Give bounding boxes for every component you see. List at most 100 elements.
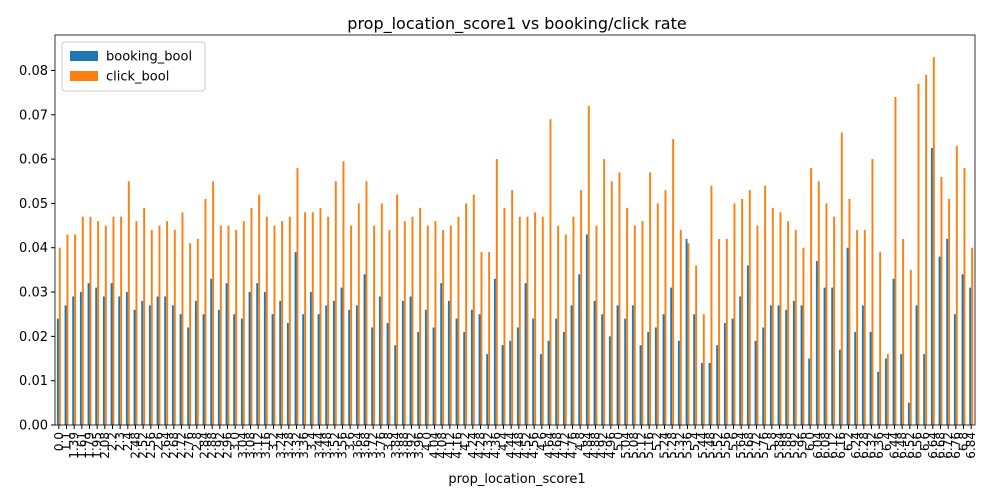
bar	[143, 207, 146, 425]
bar	[741, 198, 744, 425]
x-tick-label: 4.96	[604, 432, 618, 459]
bar	[58, 247, 61, 425]
bar	[595, 225, 598, 425]
x-tick-label: 3.8	[382, 432, 396, 451]
bar	[608, 336, 611, 425]
bar	[762, 327, 765, 425]
bar	[327, 216, 330, 425]
bar	[886, 354, 889, 425]
bar	[915, 305, 918, 425]
x-tick-label: 5.32	[673, 432, 687, 459]
bar	[64, 305, 67, 425]
bar	[396, 194, 399, 425]
x-tick-label: 5.8	[765, 432, 779, 451]
bar	[825, 203, 828, 425]
bar	[779, 212, 782, 425]
x-tick-label: 5.28	[665, 432, 679, 459]
bar	[488, 252, 491, 425]
plot-frame	[54, 34, 976, 426]
bar	[281, 221, 284, 425]
bar	[112, 216, 115, 425]
x-tick-label: 2.6	[152, 432, 166, 451]
x-tick-label: 5.6	[727, 432, 741, 451]
bar	[271, 314, 274, 425]
y-tick-label: 0.02	[19, 330, 48, 345]
bar	[478, 314, 481, 425]
x-tick-label: 4.56	[527, 432, 541, 459]
x-tick-label: 0.0	[52, 432, 66, 451]
x-tick-label: 3.32	[290, 432, 304, 459]
bar	[677, 340, 680, 425]
bar	[672, 139, 675, 426]
bar	[626, 207, 629, 425]
x-tick-label: 6.4	[880, 432, 894, 451]
bar	[79, 292, 82, 425]
bar	[687, 243, 690, 425]
x-tick-label: 2.8	[190, 432, 204, 451]
bar	[127, 181, 130, 425]
bar	[641, 221, 644, 425]
x-tick-label: 6.6	[918, 432, 932, 451]
bar	[495, 159, 498, 425]
y-tick-label: 0.04	[19, 241, 48, 256]
bar	[562, 331, 565, 425]
bar	[808, 358, 811, 425]
bar	[350, 225, 353, 425]
bar	[110, 283, 113, 425]
bar	[587, 105, 590, 425]
bar	[348, 309, 351, 425]
bar	[480, 252, 483, 425]
bar	[549, 119, 552, 426]
bar	[570, 305, 573, 425]
x-tick-label: 2.3	[113, 432, 127, 451]
x-tick-label: 4.72	[558, 432, 572, 459]
x-tick-label: 5.48	[704, 432, 718, 459]
bar	[432, 327, 435, 425]
bar	[296, 167, 299, 426]
x-tick-label: 6.24	[849, 432, 863, 459]
y-tick-label: 0.00	[19, 419, 48, 434]
bar	[135, 221, 138, 425]
bar	[815, 261, 818, 425]
x-tick-label: 6.44	[888, 432, 902, 459]
bar	[739, 296, 742, 425]
bar	[250, 207, 253, 425]
x-tick-label: 6.64	[926, 432, 940, 459]
bar	[723, 323, 726, 425]
bar	[892, 278, 895, 425]
bar	[294, 252, 297, 425]
x-tick-label: 4.28	[474, 432, 488, 459]
legend-swatch	[70, 71, 98, 81]
bar	[879, 252, 882, 425]
bar	[654, 327, 657, 425]
x-tick-label: 4.76	[566, 432, 580, 459]
bar	[403, 221, 406, 425]
x-tick-label: 6.32	[865, 432, 879, 459]
bar	[731, 318, 734, 425]
bar	[426, 225, 429, 425]
bar	[884, 358, 887, 425]
bar	[493, 278, 496, 425]
bar	[355, 305, 358, 425]
bar	[871, 159, 874, 425]
bar	[394, 345, 397, 425]
bar	[470, 309, 473, 425]
x-tick-label: 4.0	[420, 432, 434, 451]
bar	[754, 340, 757, 425]
bar	[693, 314, 696, 425]
bar	[273, 225, 276, 425]
x-tick-label: 6.16	[834, 432, 848, 459]
bar	[286, 323, 289, 425]
bar	[846, 247, 849, 425]
x-tick-label: 6.72	[941, 432, 955, 459]
bar	[196, 238, 199, 425]
bar	[800, 305, 803, 425]
bar	[710, 185, 713, 425]
bar	[938, 256, 941, 425]
bar	[961, 274, 964, 425]
bar	[532, 318, 535, 425]
bar	[923, 354, 926, 425]
x-tick-label: 6.28	[857, 432, 871, 459]
x-tick-label: 3.6	[343, 432, 357, 451]
bar	[700, 362, 703, 425]
